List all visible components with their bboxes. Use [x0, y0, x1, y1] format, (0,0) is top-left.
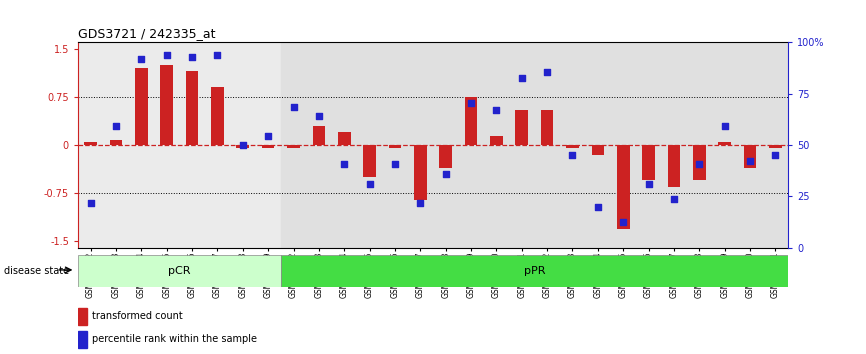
Bar: [693, 145, 706, 181]
Bar: [204, 42, 230, 248]
Point: [388, 161, 402, 167]
Bar: [389, 145, 401, 148]
Bar: [110, 140, 122, 145]
Bar: [687, 42, 712, 248]
Bar: [465, 97, 477, 145]
Bar: [281, 42, 307, 248]
Point: [692, 161, 706, 167]
Bar: [236, 145, 249, 148]
Bar: [230, 42, 255, 248]
Bar: [357, 42, 382, 248]
Point: [413, 200, 427, 206]
Bar: [78, 308, 87, 325]
Point: [185, 54, 199, 59]
Bar: [534, 42, 559, 248]
Point: [768, 152, 782, 158]
Bar: [509, 42, 534, 248]
Bar: [211, 87, 223, 145]
Point: [287, 104, 301, 109]
Point: [363, 181, 377, 187]
Bar: [737, 42, 763, 248]
Point: [312, 113, 326, 119]
Bar: [332, 42, 357, 248]
Bar: [307, 42, 332, 248]
Bar: [611, 42, 636, 248]
Text: GDS3721 / 242335_at: GDS3721 / 242335_at: [78, 27, 216, 40]
Point: [109, 123, 123, 129]
Bar: [559, 42, 585, 248]
Point: [236, 142, 249, 148]
Point: [489, 108, 503, 113]
Point: [514, 75, 528, 81]
Point: [262, 133, 275, 138]
Bar: [255, 42, 281, 248]
Point: [84, 200, 98, 206]
Bar: [281, 255, 788, 287]
Text: disease state: disease state: [4, 266, 69, 276]
Point: [642, 181, 656, 187]
Text: pPR: pPR: [524, 266, 546, 276]
Bar: [668, 145, 681, 187]
Bar: [129, 42, 154, 248]
Point: [439, 171, 453, 177]
Bar: [135, 68, 148, 145]
Bar: [763, 42, 788, 248]
Bar: [712, 42, 737, 248]
Point: [210, 52, 224, 57]
Bar: [154, 42, 179, 248]
Bar: [490, 136, 503, 145]
Bar: [262, 145, 275, 148]
Bar: [515, 110, 528, 145]
Point: [667, 196, 681, 202]
Bar: [84, 142, 97, 145]
Bar: [617, 145, 630, 229]
Bar: [313, 126, 326, 145]
Point: [159, 52, 173, 57]
Point: [617, 219, 630, 225]
Bar: [78, 42, 103, 248]
Bar: [78, 255, 281, 287]
Bar: [769, 145, 782, 148]
Bar: [458, 42, 484, 248]
Bar: [433, 42, 458, 248]
Bar: [414, 145, 427, 200]
Bar: [382, 42, 408, 248]
Text: percentile rank within the sample: percentile rank within the sample: [92, 335, 257, 344]
Bar: [591, 145, 604, 155]
Bar: [566, 145, 578, 148]
Bar: [439, 145, 452, 167]
Point: [565, 152, 579, 158]
Bar: [288, 145, 300, 148]
Bar: [338, 132, 351, 145]
Point: [718, 123, 732, 129]
Bar: [160, 65, 173, 145]
Bar: [103, 42, 129, 248]
Bar: [744, 145, 756, 167]
Bar: [78, 331, 87, 348]
Point: [540, 69, 554, 75]
Bar: [662, 42, 687, 248]
Bar: [540, 110, 553, 145]
Bar: [585, 42, 611, 248]
Bar: [643, 145, 655, 181]
Bar: [185, 72, 198, 145]
Point: [591, 204, 604, 210]
Text: transformed count: transformed count: [92, 312, 183, 321]
Bar: [636, 42, 662, 248]
Bar: [718, 142, 731, 145]
Bar: [408, 42, 433, 248]
Point: [134, 56, 148, 61]
Bar: [179, 42, 204, 248]
Point: [337, 161, 351, 167]
Bar: [484, 42, 509, 248]
Point: [464, 100, 478, 105]
Bar: [363, 145, 376, 177]
Text: pCR: pCR: [168, 266, 191, 276]
Point: [743, 158, 757, 164]
